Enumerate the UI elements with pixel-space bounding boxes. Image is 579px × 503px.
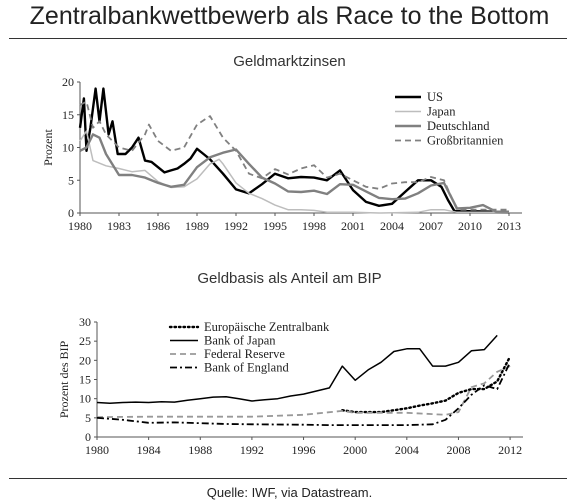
chart2-legend-label-1: Bank of Japan xyxy=(204,334,276,348)
chart1-y-tick-label: 15 xyxy=(62,108,74,122)
chart1-y-tick-label: 0 xyxy=(68,206,74,220)
chart2-y-tick-label: 0 xyxy=(85,430,91,444)
chart2-series-line-3 xyxy=(96,361,511,426)
chart2-x-tick-label: 2012 xyxy=(498,443,522,457)
chart1-y-tick-label: 5 xyxy=(68,173,74,187)
chart1-legend-label-2: Deutschland xyxy=(427,119,490,133)
chart1-legend-label-3: Großbritannien xyxy=(427,134,504,148)
page-title: Zentralbankwettbewerb als Race to the Bo… xyxy=(29,2,550,30)
chart1-x-tick-label: 2001 xyxy=(341,219,365,233)
chart2-series-line-0 xyxy=(341,355,512,414)
chart2-y-tick-label: 25 xyxy=(79,334,91,348)
chart-1-title: Geldmarktzinsen xyxy=(233,53,346,70)
chart2-series-line-1 xyxy=(96,334,498,405)
chart2-x-tick-label: 2000 xyxy=(343,443,367,457)
chart1-legend-label-0: US xyxy=(427,90,443,104)
source-note: Quelle: IWF, via Datastream. xyxy=(206,485,373,500)
chart2-x-tick-label: 1992 xyxy=(240,443,264,457)
chart2-y-axis-label: Prozent des BIP xyxy=(57,341,71,419)
chart2-x-tick-label: 1996 xyxy=(292,443,316,457)
chart1-x-tick-label: 1980 xyxy=(68,219,92,233)
chart2-legend-label-3: Bank of England xyxy=(204,361,289,375)
chart2-x-tick-label: 2004 xyxy=(395,443,419,457)
chart1-y-tick-label: 10 xyxy=(62,141,74,155)
chart2-legend-label-0: Europäische Zentralbank xyxy=(204,320,330,334)
chart2-y-tick-label: 15 xyxy=(79,373,91,387)
chart2-x-tick-label: 2008 xyxy=(446,443,470,457)
chart2-x-tick-label: 1984 xyxy=(137,443,161,457)
chart-2-title: Geldbasis als Anteil am BIP xyxy=(197,270,382,287)
chart1-x-tick-label: 1998 xyxy=(302,219,326,233)
chart-monetary-base: 0 5 10 15 20 25 30 1980 1984 1988 1992 1996 2000 2004… xyxy=(57,315,523,457)
chart1-x-tick-label: 2007 xyxy=(419,219,443,233)
chart1-series-line-0 xyxy=(78,87,510,214)
chart1-y-axis-label: Prozent xyxy=(41,129,55,166)
source-divider xyxy=(9,478,567,479)
chart1-x-tick-label: 2004 xyxy=(380,219,404,233)
chart2-series-line-2 xyxy=(96,365,511,418)
chart1-x-tick-label: 2013 xyxy=(497,219,521,233)
chart1-series-line-1 xyxy=(79,130,509,214)
title-divider xyxy=(9,38,567,39)
chart2-y-tick-label: 5 xyxy=(85,411,91,425)
chart1-legend-label-1: Japan xyxy=(427,105,456,119)
chart1-x-tick-label: 1989 xyxy=(185,219,209,233)
chart1-x-tick-label: 2010 xyxy=(458,219,482,233)
chart1-x-tick-label: 1995 xyxy=(263,219,287,233)
chart1-x-tick-label: 1986 xyxy=(146,219,170,233)
chart2-x-tick-label: 1980 xyxy=(85,443,109,457)
chart1-series-line-2 xyxy=(79,133,509,213)
chart1-x-tick-label: 1983 xyxy=(107,219,131,233)
chart2-y-tick-label: 10 xyxy=(79,392,91,406)
chart2-y-tick-label: 20 xyxy=(79,353,91,367)
chart1-y-tick-label: 20 xyxy=(62,75,74,89)
chart-money-market-rates: 0 5 10 15 20 1980 1983 1986 1989 1992 1995 1998 2001… xyxy=(41,75,522,233)
chart1-series-line-3 xyxy=(79,100,509,211)
chart2-y-tick-label: 30 xyxy=(79,315,91,329)
chart1-x-tick-label: 1992 xyxy=(224,219,248,233)
chart2-legend-label-2: Federal Reserve xyxy=(204,347,285,361)
chart2-x-tick-label: 1988 xyxy=(188,443,212,457)
